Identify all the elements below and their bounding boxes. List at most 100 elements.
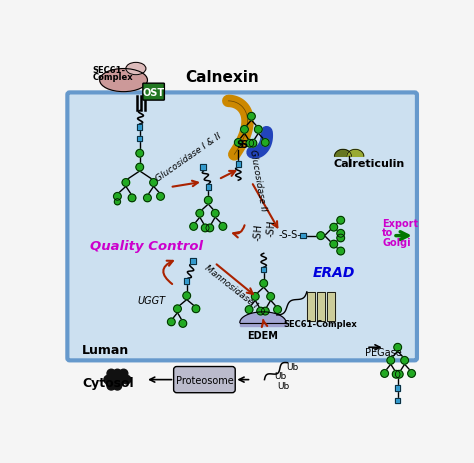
- Circle shape: [201, 225, 209, 232]
- Circle shape: [173, 305, 182, 313]
- Text: Ub: Ub: [278, 381, 290, 390]
- Text: -SH: -SH: [265, 219, 277, 237]
- Text: Mannosidase I: Mannosidase I: [203, 263, 259, 310]
- Circle shape: [251, 293, 259, 300]
- Circle shape: [381, 370, 389, 377]
- Circle shape: [136, 150, 144, 158]
- Circle shape: [113, 382, 122, 390]
- Circle shape: [183, 292, 191, 300]
- Circle shape: [317, 232, 325, 240]
- Bar: [327, 292, 335, 321]
- Circle shape: [387, 357, 395, 364]
- Circle shape: [196, 210, 204, 218]
- Text: Complex: Complex: [93, 73, 133, 82]
- Bar: [395, 386, 401, 391]
- Bar: [184, 279, 190, 284]
- Circle shape: [255, 126, 262, 134]
- Text: Golgi: Golgi: [383, 238, 411, 247]
- Circle shape: [190, 223, 198, 231]
- Text: EDEM: EDEM: [247, 330, 278, 340]
- Circle shape: [247, 113, 255, 121]
- Bar: [261, 267, 266, 273]
- Circle shape: [249, 140, 257, 148]
- Circle shape: [119, 369, 128, 378]
- Circle shape: [261, 307, 269, 315]
- Circle shape: [337, 230, 345, 238]
- Polygon shape: [335, 150, 352, 157]
- Bar: [307, 292, 315, 321]
- Bar: [307, 292, 315, 321]
- Bar: [190, 259, 196, 264]
- Text: -S-S-: -S-S-: [278, 230, 301, 240]
- Circle shape: [206, 225, 214, 232]
- Bar: [395, 398, 401, 403]
- Bar: [236, 162, 241, 167]
- Circle shape: [337, 217, 345, 225]
- FancyBboxPatch shape: [67, 93, 417, 361]
- Circle shape: [157, 193, 164, 201]
- Text: SEC61-: SEC61-: [93, 66, 126, 75]
- Circle shape: [107, 369, 116, 378]
- Circle shape: [114, 199, 120, 206]
- Circle shape: [337, 235, 345, 242]
- Circle shape: [150, 179, 157, 187]
- Circle shape: [337, 248, 345, 255]
- Text: ERAD: ERAD: [313, 266, 356, 280]
- FancyBboxPatch shape: [143, 84, 164, 101]
- FancyBboxPatch shape: [173, 367, 235, 393]
- Bar: [317, 292, 325, 321]
- Bar: [184, 279, 190, 284]
- Circle shape: [128, 194, 136, 202]
- Bar: [301, 233, 306, 239]
- Ellipse shape: [126, 63, 146, 75]
- Circle shape: [273, 306, 282, 314]
- Circle shape: [219, 223, 227, 231]
- Circle shape: [392, 370, 400, 378]
- Text: OST: OST: [143, 88, 164, 98]
- Circle shape: [245, 306, 253, 314]
- Circle shape: [260, 280, 267, 288]
- Circle shape: [330, 224, 337, 232]
- Circle shape: [192, 305, 200, 313]
- Circle shape: [144, 194, 151, 202]
- Text: UGGT: UGGT: [137, 296, 165, 306]
- Text: Export: Export: [383, 218, 419, 228]
- Text: Proteosome: Proteosome: [175, 375, 233, 385]
- Bar: [206, 185, 211, 190]
- Text: S: S: [241, 140, 248, 150]
- Bar: [327, 292, 335, 321]
- Circle shape: [104, 375, 112, 384]
- Polygon shape: [347, 150, 364, 157]
- Bar: [137, 137, 143, 142]
- Bar: [200, 165, 206, 170]
- Circle shape: [179, 320, 187, 327]
- Circle shape: [241, 126, 248, 134]
- Text: Cytosol: Cytosol: [82, 376, 134, 389]
- Circle shape: [116, 375, 125, 384]
- Text: Calnexin: Calnexin: [185, 70, 259, 85]
- Circle shape: [394, 344, 401, 351]
- Bar: [137, 137, 143, 142]
- Bar: [301, 233, 306, 239]
- Text: Glucosidase I & II: Glucosidase I & II: [155, 131, 223, 183]
- Circle shape: [204, 197, 212, 205]
- Bar: [190, 259, 196, 264]
- Circle shape: [113, 369, 122, 378]
- Circle shape: [261, 139, 269, 147]
- Bar: [206, 185, 211, 190]
- Text: PEGase: PEGase: [365, 347, 402, 357]
- Text: Quality Control: Quality Control: [90, 240, 203, 253]
- Text: Glucosidase II: Glucosidase II: [247, 148, 267, 211]
- Circle shape: [122, 375, 131, 384]
- Text: Ub: Ub: [274, 371, 287, 380]
- Polygon shape: [240, 323, 286, 327]
- Bar: [395, 398, 401, 403]
- Circle shape: [211, 210, 219, 218]
- Circle shape: [235, 139, 242, 147]
- Text: Luman: Luman: [82, 344, 129, 357]
- Text: -SH: -SH: [252, 223, 264, 240]
- Circle shape: [167, 319, 175, 326]
- Bar: [137, 125, 143, 131]
- Circle shape: [114, 193, 121, 201]
- Text: Ub: Ub: [286, 362, 298, 371]
